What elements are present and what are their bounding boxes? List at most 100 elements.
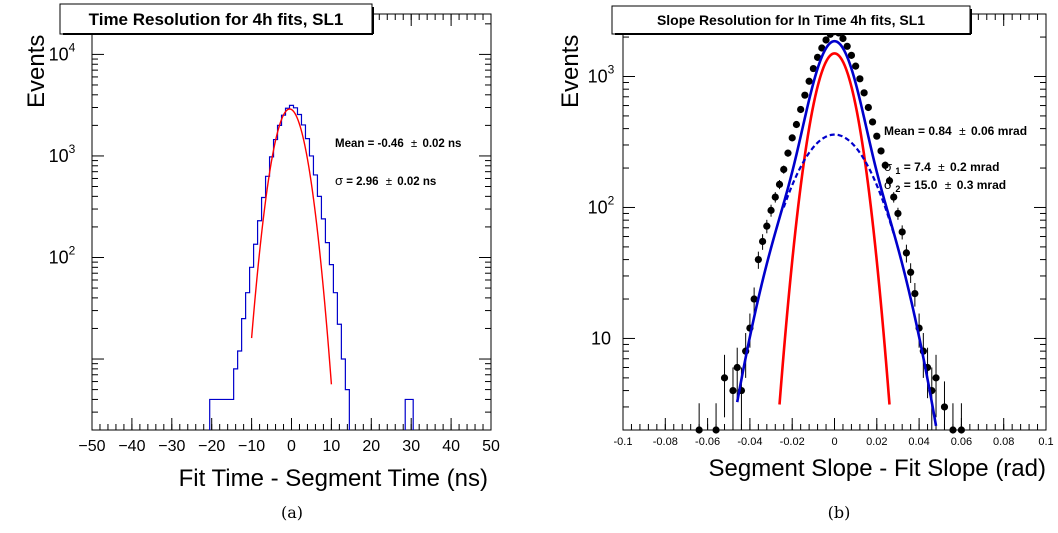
chart-b-x-tick-label: -0.06 bbox=[695, 436, 720, 448]
chart-a-sigma-symbol: σ bbox=[335, 173, 343, 188]
chart-b-data-point bbox=[957, 426, 966, 434]
chart-b-mean-annotation: Mean = 0.84 ± 0.06 mrad bbox=[884, 124, 1027, 138]
chart-b-data-point bbox=[729, 386, 737, 395]
chart-b-frame bbox=[622, 13, 1047, 431]
chart-a-x-tick-label: 50 bbox=[482, 438, 500, 455]
chart-b-x-tick-label: -0.08 bbox=[653, 436, 678, 448]
chart-b-data-point bbox=[843, 42, 851, 50]
chart-b-data-point bbox=[877, 147, 885, 155]
chart-a-sigma-value: 0.02 ns bbox=[397, 176, 436, 188]
chart-b-data-point bbox=[949, 426, 957, 434]
chart-a-y-tick-label: 102 bbox=[49, 243, 76, 267]
chart-b-title: Slope Resolution for In Time 4h fits, SL… bbox=[657, 12, 925, 28]
chart-b-data-point bbox=[780, 165, 788, 174]
chart-b-x-tick-label: 0.06 bbox=[951, 436, 972, 448]
chart-a-y-tick-label: 104 bbox=[49, 40, 76, 64]
chart-a-y-tick-labels: 102 103 104 bbox=[49, 40, 76, 267]
chart-a-histogram bbox=[209, 104, 414, 430]
chart-b-x-tick-label: 0.08 bbox=[993, 436, 1014, 448]
chart-a: Time Resolution for 4h fits, SL1 Events … bbox=[23, 3, 500, 522]
chart-b-data-point bbox=[758, 237, 767, 246]
chart-b-data-point bbox=[885, 177, 894, 185]
chart-b-x-tick-label: 0.04 bbox=[908, 436, 929, 448]
chart-b-data-point bbox=[818, 44, 826, 52]
chart-b-sigma1-value: 0.2 mrad bbox=[950, 160, 999, 174]
chart-b-x-tick-label: -0.02 bbox=[780, 436, 805, 448]
chart-b-data-point bbox=[712, 426, 720, 434]
chart-a-sigma-annotation: σ = 2.96 ± 0.02 ns bbox=[335, 173, 436, 188]
chart-b-x-tick-labels: -0.1 -0.08 -0.06 -0.04 -0.02 0 0.02 0.04 0.06 0.0… bbox=[614, 436, 1054, 448]
chart-b-sigma2-value: 0.3 mrad bbox=[957, 178, 1006, 192]
chart-b-core-gaussian bbox=[778, 52, 891, 405]
chart-a-mean-value: 0.02 ns bbox=[422, 138, 461, 150]
chart-b-total-fit bbox=[735, 39, 938, 427]
chart-b-data-point bbox=[847, 51, 856, 59]
chart-a-x-tick-label: −50 bbox=[78, 438, 105, 455]
chart-b-y-tick-label: 102 bbox=[588, 193, 615, 217]
chart-b-data-point bbox=[771, 193, 779, 201]
chart-b-data-point bbox=[852, 62, 860, 70]
chart-b-data-point bbox=[801, 91, 809, 99]
chart-b-data-point bbox=[839, 34, 847, 43]
chart-b-y-tick-label: 10 bbox=[591, 328, 611, 348]
chart-b-mean-label: Mean = 0.84 bbox=[884, 124, 952, 138]
chart-b-data-point bbox=[822, 36, 830, 44]
chart-b-y-tick-labels: 10 102 103 bbox=[588, 62, 615, 348]
chart-b-data-point bbox=[797, 105, 805, 114]
chart-b-data-point bbox=[873, 132, 881, 140]
chart-b-data-point bbox=[860, 89, 868, 97]
chart-b-data-point bbox=[720, 374, 729, 382]
chart-b-sigma1-symbol: σ bbox=[884, 159, 892, 174]
chart-b-data-point bbox=[907, 268, 915, 276]
chart-b-data-point bbox=[890, 193, 898, 201]
chart-b-x-tick-label: 0.1 bbox=[1038, 436, 1053, 448]
chart-b-data-point bbox=[911, 289, 919, 298]
chart-b-sigma1-label: = 7.4 bbox=[904, 160, 931, 174]
chart-b-sigma1-annotation: σ 1 = 7.4 ± 0.2 mrad bbox=[884, 159, 999, 177]
chart-b-x-tick-label: 0 bbox=[831, 436, 837, 448]
chart-a-y-tick-label: 103 bbox=[49, 142, 76, 166]
chart-a-histogram-step bbox=[404, 398, 414, 430]
chart-a-x-tick-labels: −50 −40 −30 −20 −10 0 10 20 30 40 50 bbox=[78, 438, 500, 455]
chart-a-ticks bbox=[91, 14, 492, 431]
chart-b-sigma2-sub: 2 bbox=[895, 184, 900, 194]
chart-a-mean-label: Mean = -0.46 bbox=[335, 138, 404, 150]
chart-a-sigma-label: = 2.96 bbox=[346, 176, 378, 188]
chart-b-x-tick-label: 0.02 bbox=[866, 436, 887, 448]
chart-a-x-tick-label: 30 bbox=[402, 438, 420, 455]
chart-b-sigma2-pm: ± bbox=[945, 178, 952, 192]
chart-b-data-point bbox=[856, 75, 864, 83]
chart-a-x-tick-label: 0 bbox=[287, 438, 296, 455]
chart-b-data-point bbox=[809, 64, 817, 73]
chart-a-x-tick-label: 10 bbox=[323, 438, 341, 455]
chart-b-sigma2-symbol: σ bbox=[884, 177, 892, 192]
chart-a-sigma-pm: ± bbox=[386, 176, 392, 188]
chart-b-data-point bbox=[788, 134, 796, 142]
chart-a-x-tick-label: −20 bbox=[198, 438, 225, 455]
chart-b-sigma2-annotation: σ 2 = 15.0 ± 0.3 mrad bbox=[884, 177, 1006, 195]
chart-a-x-tick-label: −10 bbox=[238, 438, 265, 455]
chart-a-caption: (a) bbox=[281, 503, 303, 522]
chart-a-ylabel: Events bbox=[23, 35, 50, 108]
chart-b-data-point bbox=[813, 53, 822, 61]
chart-b-data-point bbox=[894, 209, 902, 218]
chart-b-data-point bbox=[754, 255, 762, 264]
chart-a-histogram-step bbox=[209, 104, 350, 430]
chart-b-data-point bbox=[805, 77, 813, 85]
chart-a-xlabel: Fit Time - Segment Time (ns) bbox=[179, 465, 488, 492]
chart-a-fit-curve bbox=[250, 108, 333, 385]
chart-b-data-point bbox=[940, 403, 949, 411]
chart-b-y-tick-label: 103 bbox=[588, 62, 615, 86]
chart-b-x-tick-label: -0.04 bbox=[737, 436, 762, 448]
chart-b-data-point bbox=[898, 228, 906, 236]
chart-b-data-point bbox=[868, 118, 877, 126]
chart-a-x-tick-label: −30 bbox=[158, 438, 185, 455]
chart-b-fit-curves bbox=[735, 39, 938, 427]
chart-b-mean-value: 0.06 mrad bbox=[971, 124, 1027, 138]
chart-b-data-point bbox=[763, 222, 771, 230]
chart-b-sigma1-pm: ± bbox=[938, 160, 945, 174]
chart-b: Slope Resolution for In Time 4h fits, SL… bbox=[557, 5, 1054, 522]
chart-a-mean-pm: ± bbox=[411, 138, 417, 150]
chart-b-data-point bbox=[733, 363, 741, 372]
